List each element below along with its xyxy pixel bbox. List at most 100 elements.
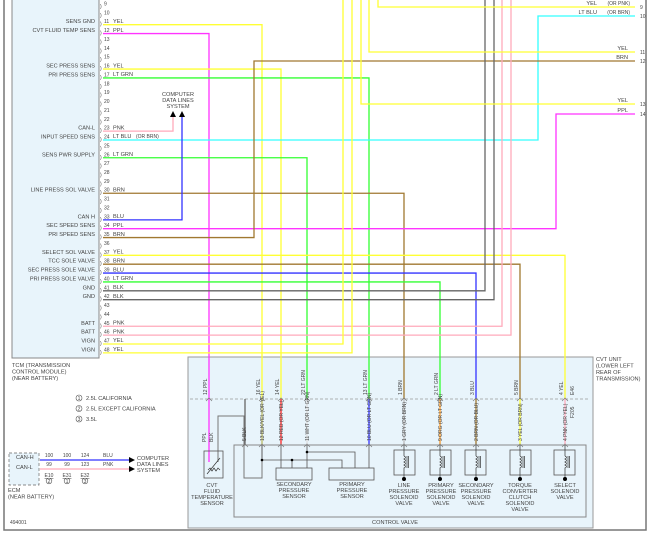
computer-data-lines-text: DATA LINES <box>162 98 194 104</box>
pin-bracket: ) <box>100 164 102 170</box>
pin-number: 30 <box>104 188 110 194</box>
pin-number: 23 <box>104 126 110 132</box>
pin-bracket: ) <box>100 217 102 223</box>
legend-mark: 1 <box>78 396 81 402</box>
right-pins: 9 (OR PNK) YEL 10 (OR BRN) LT BLU 11 YEL 12 BRN 13… <box>579 1 646 118</box>
pin-number: 15 <box>104 55 110 61</box>
legend-mark: 2 <box>78 407 81 413</box>
wire-color-label: YEL <box>617 46 628 52</box>
connector-id-lower: F205 <box>570 406 576 418</box>
connector-terminal-icon <box>400 443 408 448</box>
pin-bracket: ) <box>100 13 102 19</box>
ecm-module <box>8 452 40 486</box>
connector-id: E31 <box>63 473 72 479</box>
wire <box>103 0 344 345</box>
pin-bracket: ) <box>100 235 102 241</box>
component-label: SENSOR <box>340 494 364 500</box>
components: CVTFLUIDTEMPERATURESENSORSECONDARYPRESSU… <box>191 445 579 513</box>
pin-number: 10 <box>104 10 110 16</box>
pin-bracket: ) <box>100 155 102 161</box>
wire-color-label: LT GRN <box>113 152 133 158</box>
component-label: PRESSURE <box>337 488 368 494</box>
pin-function: VIGN <box>81 347 95 353</box>
legend-text: 2.5L CALIFORNIA <box>86 396 132 402</box>
pin-number: 37 <box>104 250 110 256</box>
pin-bracket: ) <box>100 31 102 37</box>
thermistor-symbol <box>206 457 221 475</box>
upper-pin-label: 5 BRN <box>514 380 520 395</box>
wire <box>103 0 495 301</box>
right-pin-number: 13 <box>640 102 646 108</box>
ecm-title-line: (NEAR BATTERY) <box>8 495 54 501</box>
pin-function: PRI PRESS SOLE VALVE <box>30 276 95 282</box>
pin-function: PRI PRESS SENS <box>48 72 95 78</box>
connector-mark: 3 <box>84 479 87 485</box>
connector-terminal-icon <box>365 397 373 402</box>
connector-terminal-icon <box>561 443 569 448</box>
wire <box>103 117 174 132</box>
pin-number: 33 <box>104 214 110 220</box>
can-l-pin: 123 <box>81 462 90 468</box>
coil-symbol <box>475 445 481 479</box>
wire <box>103 32 210 399</box>
pin-bracket: ) <box>100 332 102 338</box>
junction-dot <box>305 450 309 454</box>
wire-color-label: YEL <box>586 1 597 7</box>
upper-pin-label: 4 YEL <box>559 381 565 395</box>
pin-bracket: ) <box>100 39 102 45</box>
connector-terminal-icon <box>365 443 373 448</box>
pin-bracket: ) <box>100 75 102 81</box>
lower-pin-label: 4 PNK (OR YEL) <box>563 403 569 441</box>
pin-function: INPUT SPEED SENS <box>41 135 95 141</box>
wire <box>103 15 635 141</box>
component-label: SOLENOID <box>390 495 419 501</box>
cvt-title-line: TRANSMISSION) <box>596 377 641 383</box>
component-label: PRESSURE <box>426 489 457 495</box>
wire <box>103 272 477 399</box>
control-valve-label: CONTROL VALVE <box>372 520 418 526</box>
pin-number: 9 <box>104 1 107 7</box>
pin-number: 39 <box>104 268 110 274</box>
wire-color-label: YEL <box>113 19 124 25</box>
pin-function: SEC PRESS SOLE VALVE <box>28 268 96 274</box>
connector-mark: 2 <box>48 479 51 485</box>
legend-mark-circle <box>81 477 89 485</box>
pin-function: BATT <box>81 330 95 336</box>
wire-color-label: BRN <box>616 55 628 61</box>
wire <box>377 0 635 8</box>
component-label: VALVE <box>395 501 412 507</box>
pin-number: 36 <box>104 241 110 247</box>
wire-color-label: YEL <box>617 98 628 104</box>
component-label: SOLENOID <box>462 495 491 501</box>
pin-number: 43 <box>104 303 110 309</box>
pin-bracket: ) <box>100 306 102 312</box>
wire-color-label: PNK <box>113 125 125 131</box>
pin-number: 24 <box>104 135 110 141</box>
pin-bracket: ) <box>100 323 102 329</box>
pin-number: 31 <box>104 197 110 203</box>
component-label: CVT <box>206 483 218 489</box>
pin-number: 40 <box>104 276 110 282</box>
component-label: SELECT <box>554 483 576 489</box>
lower-pin-label: 9 ORG (OR LT GRN) <box>438 394 444 441</box>
cvt-connector: 12 PPL 16 YEL 14 YEL 22 LT GRN 13 LT GRN 1 BR… <box>202 370 576 448</box>
right-pin-number: 10 <box>640 14 646 20</box>
component-label: PRIMARY <box>339 482 365 488</box>
pin-number: 19 <box>104 90 110 96</box>
connector-terminal-icon <box>241 443 249 448</box>
connector-terminal-icon <box>277 443 285 448</box>
pin-number: 41 <box>104 285 110 291</box>
connector-terminal-icon <box>436 397 444 402</box>
upper-pin-label: 2 LT GRN <box>434 373 440 395</box>
right-pin-number: 12 <box>640 59 646 65</box>
pin-bracket: ) <box>100 181 102 187</box>
wire-color-label: PNK <box>113 329 125 335</box>
wire-color-label: YEL <box>113 347 124 353</box>
can-l-pin: 99 <box>46 462 52 468</box>
component-label: PRESSURE <box>461 489 492 495</box>
pin-bracket: ) <box>100 226 102 232</box>
connector-terminal-icon <box>516 397 524 402</box>
computer-data-lines-text: DATA LINES <box>137 462 169 468</box>
ground-icon <box>402 477 406 481</box>
